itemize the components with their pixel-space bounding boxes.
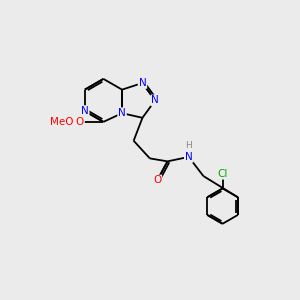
Text: N: N <box>81 106 89 116</box>
Text: N: N <box>185 152 193 162</box>
Text: O: O <box>76 117 84 127</box>
Text: O: O <box>153 176 161 185</box>
Text: MeO: MeO <box>50 117 74 127</box>
Text: N: N <box>118 108 126 118</box>
Text: N: N <box>139 78 146 88</box>
Text: H: H <box>186 141 192 150</box>
Text: N: N <box>151 95 159 105</box>
Text: Cl: Cl <box>218 169 228 179</box>
